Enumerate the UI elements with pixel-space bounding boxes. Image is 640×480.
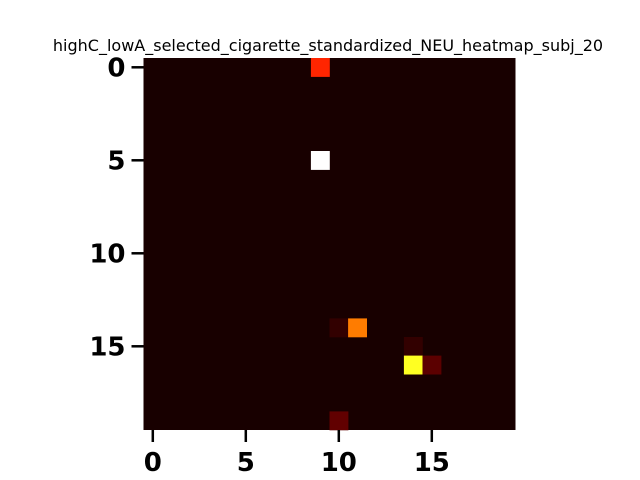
x-tick-label: 10 (321, 448, 357, 478)
heatmap-cell (310, 151, 330, 170)
y-tick-label: 0 (107, 53, 125, 83)
y-tick-label: 10 (89, 239, 125, 269)
chart-title: highC_lowA_selected_cigarette_standardiz… (53, 36, 603, 56)
y-tick-label: 15 (89, 332, 125, 362)
x-tick-label: 15 (414, 448, 450, 478)
y-tick-label: 5 (107, 146, 125, 176)
x-tick-label: 0 (144, 448, 162, 478)
x-tick-label: 5 (237, 448, 255, 478)
heatmap-background (143, 58, 516, 430)
heatmap-cell (348, 318, 367, 338)
heatmap-cell (403, 337, 423, 356)
heatmap-cell (403, 355, 423, 375)
heatmap-cell (422, 355, 442, 375)
heatmap-cell (329, 318, 349, 338)
heatmap-cell (310, 58, 330, 77)
heatmap-axes: 0 5 10 15 0 5 10 15 (89, 53, 450, 478)
heatmap-cell (329, 411, 349, 431)
heatmap-cells (143, 58, 516, 431)
